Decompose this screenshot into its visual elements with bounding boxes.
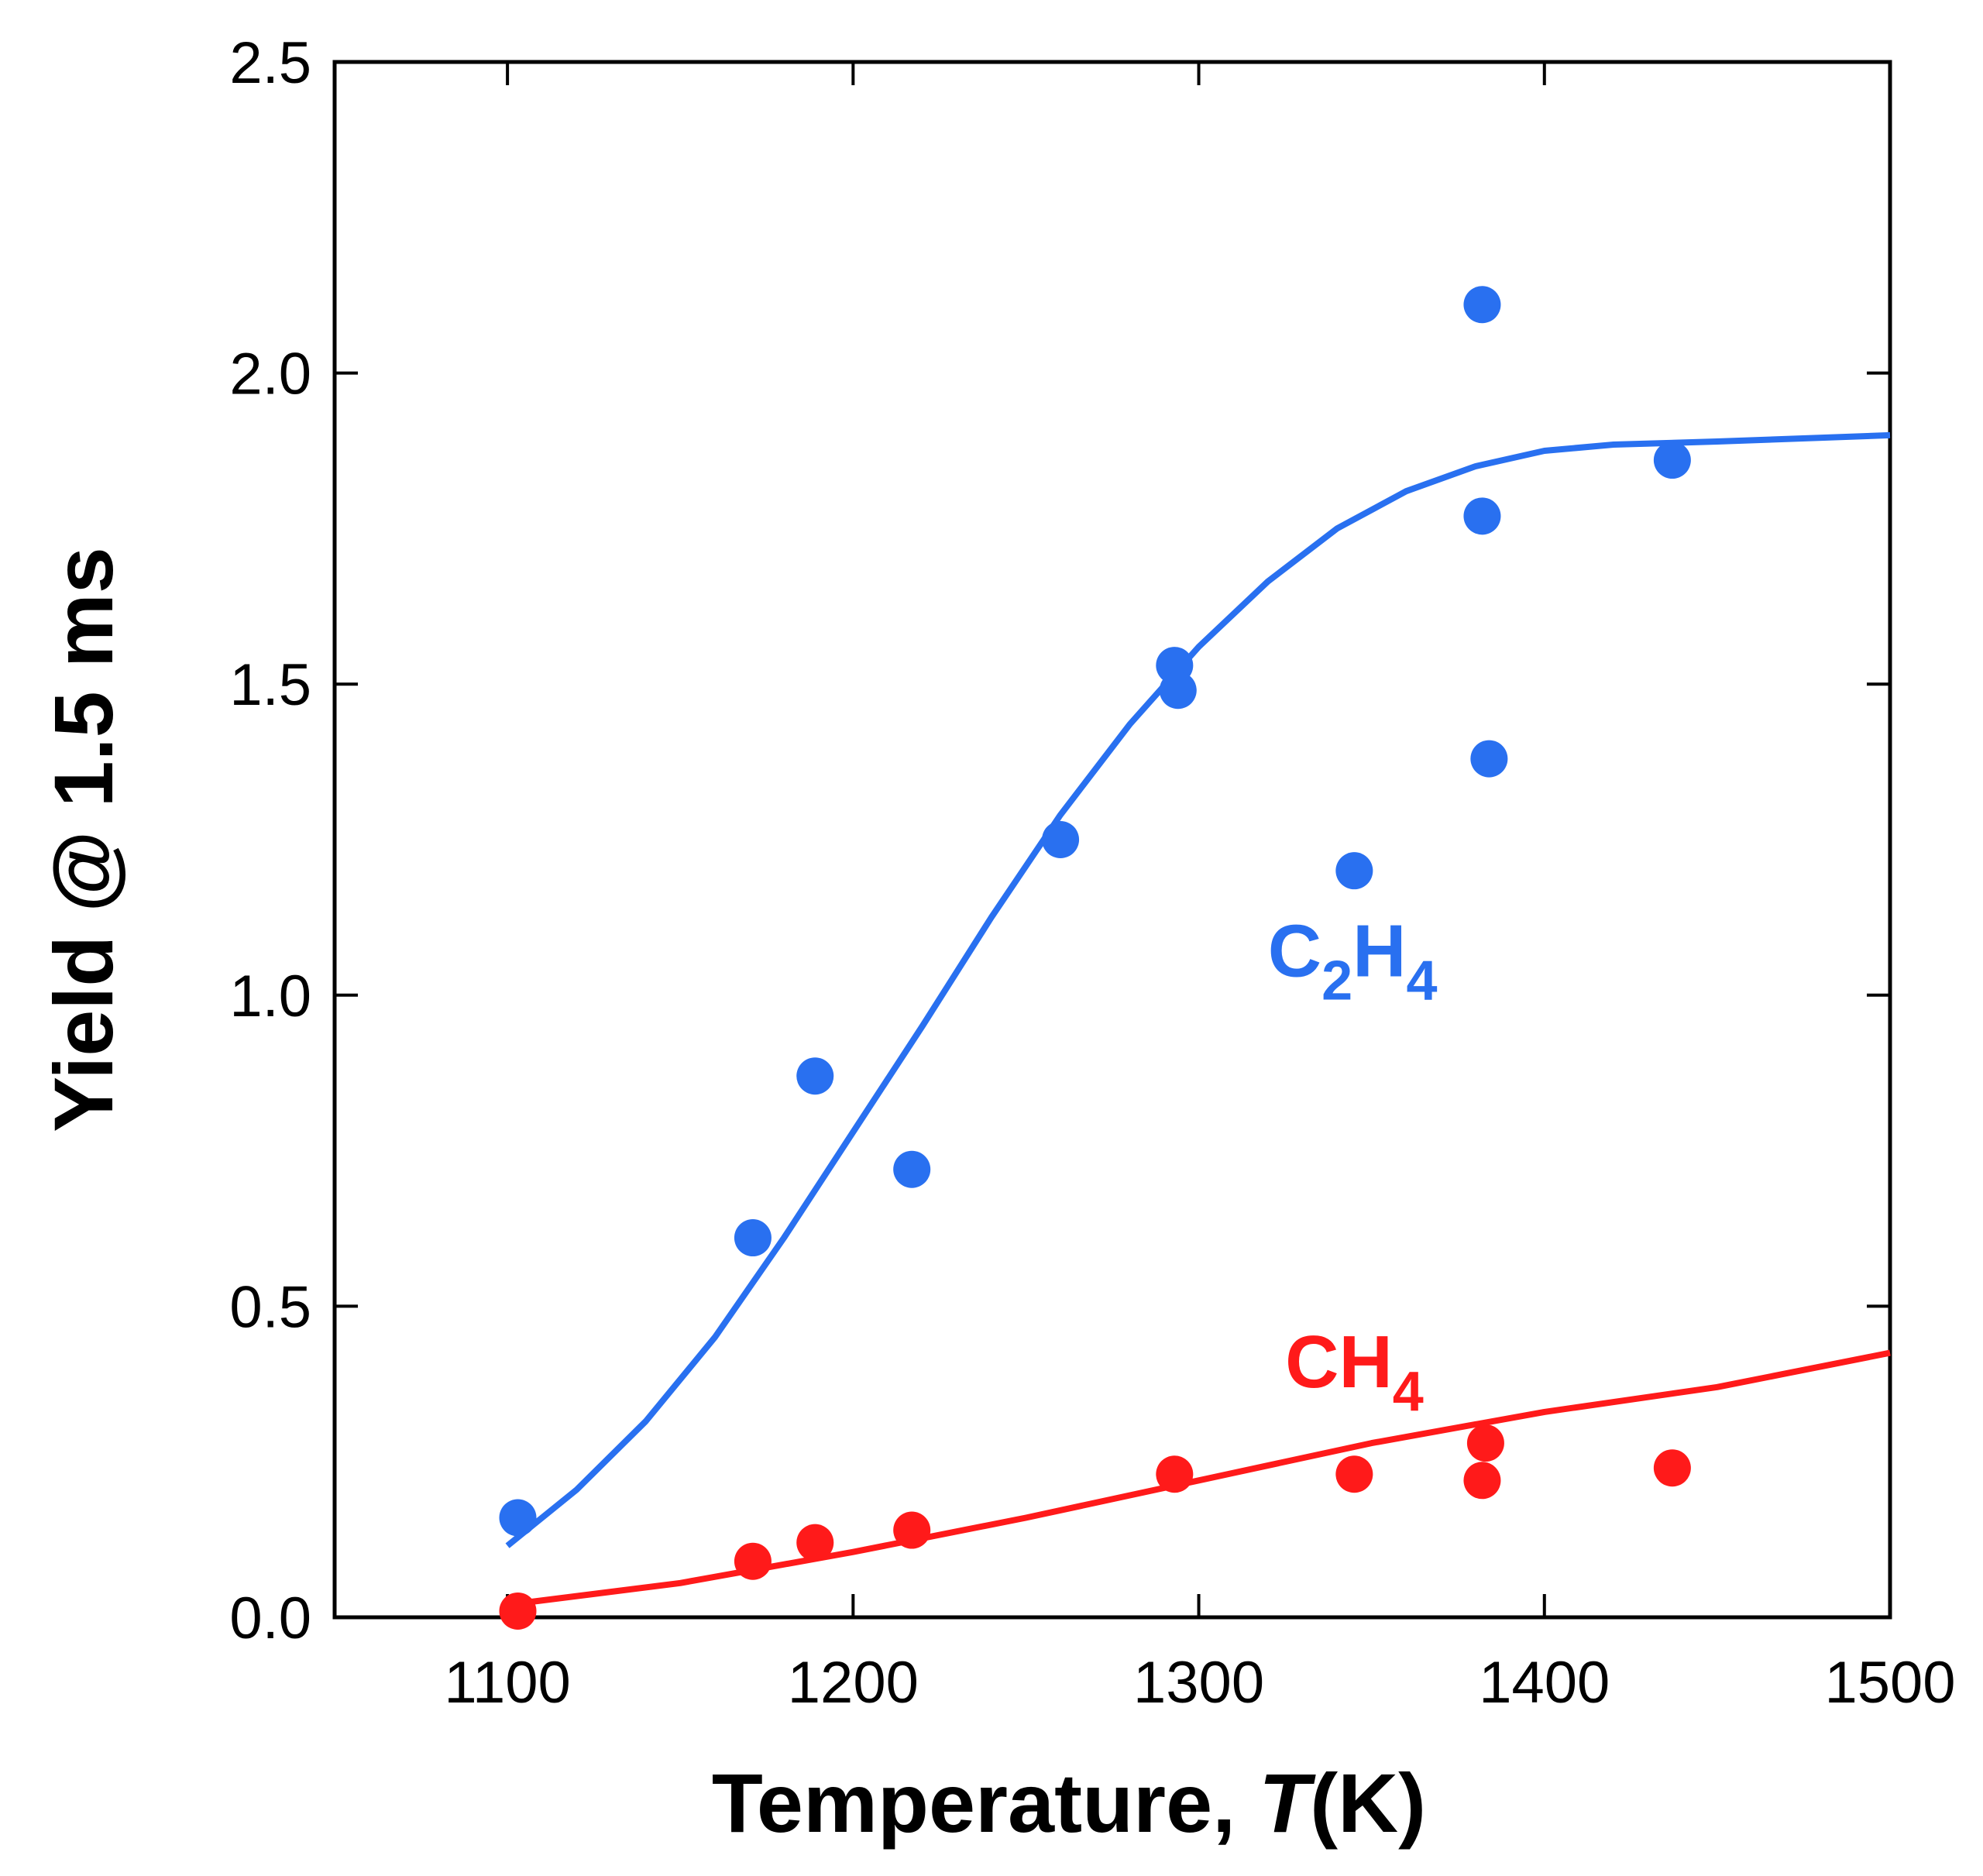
c2h4-data-point [1463,286,1501,324]
c2h4-data-point [499,1499,537,1537]
ch4-data-point [1463,1462,1501,1500]
y-tick-label: 1.5 [229,652,311,718]
x-tick-label: 1100 [444,1650,570,1716]
ch4-label-sub4: 4 [1393,1361,1424,1423]
y-tick-label: 0.5 [229,1274,311,1340]
c2h4-series-label: C2H4 [1268,910,1438,1012]
x-tick-label: 1500 [1824,1650,1955,1716]
x-axis-title: Temperature, T(K) [712,1756,1426,1850]
c2h4-data-point [893,1150,931,1188]
c2h4-label-sub4: 4 [1407,950,1438,1012]
y-tick-label: 0.0 [229,1586,311,1651]
c2h4-label-sub2: 2 [1321,950,1352,1012]
fit-curves [505,431,1891,1608]
c2h4-data-point [1159,672,1197,710]
c2h4-fit-line [505,431,1891,1548]
x-axis-title-italic: T [1259,1756,1316,1850]
c2h4-label-h: H [1352,910,1406,993]
ch4-fit-line [507,1349,1891,1608]
ch4-data-point [1156,1455,1194,1493]
x-tick-label: 1200 [788,1650,919,1716]
c2h4-data-point [1335,852,1373,890]
y-axis-title: Yield @ 1.5 ms [36,547,130,1132]
x-tick-label: 1400 [1479,1650,1610,1716]
y-tick-label: 1.0 [229,964,311,1029]
c2h4-label-c: C [1268,910,1321,993]
ch4-data-point [796,1524,834,1562]
c2h4-data-point [1042,821,1080,858]
ch4-data-point [1653,1449,1691,1487]
ch4-data-point [893,1511,931,1549]
data-points [499,286,1691,1630]
x-tick-labels: 1100 1200 1300 1400 1500 [444,1650,1955,1716]
x-tick-label: 1300 [1133,1650,1264,1716]
c2h4-data-point [1470,740,1508,778]
c2h4-data-point [1653,442,1691,479]
c2h4-data-point [796,1057,834,1095]
ch4-data-point [1466,1424,1504,1462]
x-axis-title-main: Temperature, [712,1756,1259,1850]
ch4-data-point [734,1542,772,1580]
ch4-data-point [1335,1455,1373,1493]
y-tick-label: 2.0 [229,342,311,407]
plot-frame [332,60,1892,1620]
c2h4-data-point [1463,497,1501,535]
c2h4-data-point [734,1219,772,1257]
ch4-series-label: CH4 [1285,1321,1424,1423]
ch4-label-ch: CH [1285,1321,1393,1404]
x-axis-title-unit: (K) [1310,1756,1426,1850]
axis-ticks [335,60,1892,1619]
y-tick-label: 2.5 [229,30,311,96]
y-tick-labels: 0.0 0.5 1.0 1.5 2.0 2.5 [229,30,311,1651]
ch4-data-point [499,1592,537,1630]
